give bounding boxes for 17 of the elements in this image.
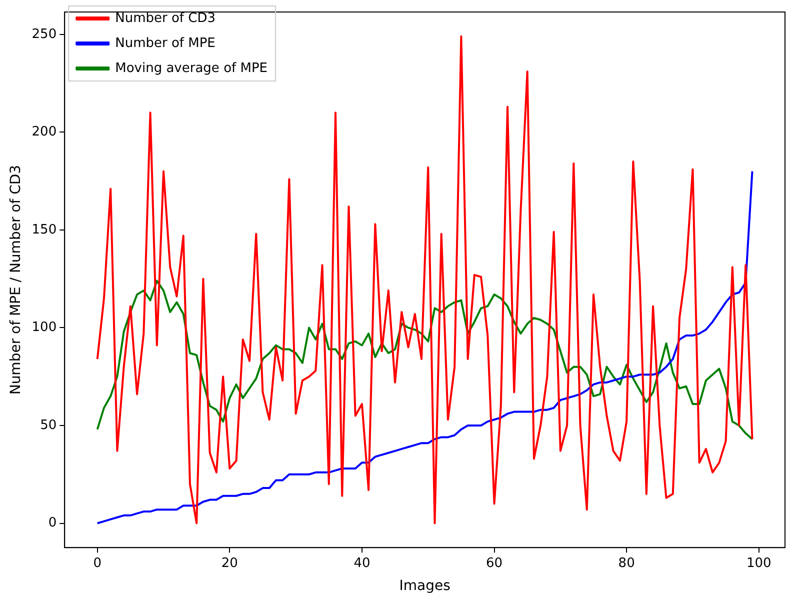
x-tick-label: 60 xyxy=(486,556,503,571)
y-tick-label: 150 xyxy=(32,222,57,238)
y-tick-label: 50 xyxy=(40,418,57,433)
y-tick-label: 0 xyxy=(48,516,57,531)
y-tick-label: 200 xyxy=(32,124,57,140)
legend-label: Number of CD3 xyxy=(115,10,216,26)
legend-label: Moving average of MPE xyxy=(115,60,268,76)
x-tick-label: 20 xyxy=(221,556,238,571)
x-tick-label: 100 xyxy=(746,556,772,571)
y-tick-label: 100 xyxy=(32,320,57,336)
x-tick-label: 0 xyxy=(93,556,102,571)
x-tick-label: 40 xyxy=(354,556,370,571)
y-tick-label: 250 xyxy=(32,26,57,42)
x-tick-label: 80 xyxy=(618,556,635,571)
x-axis-title: Images xyxy=(399,578,450,594)
legend-label: Number of MPE xyxy=(115,36,216,51)
y-axis-title: Number of MPE / Number of CD3 xyxy=(8,164,24,395)
